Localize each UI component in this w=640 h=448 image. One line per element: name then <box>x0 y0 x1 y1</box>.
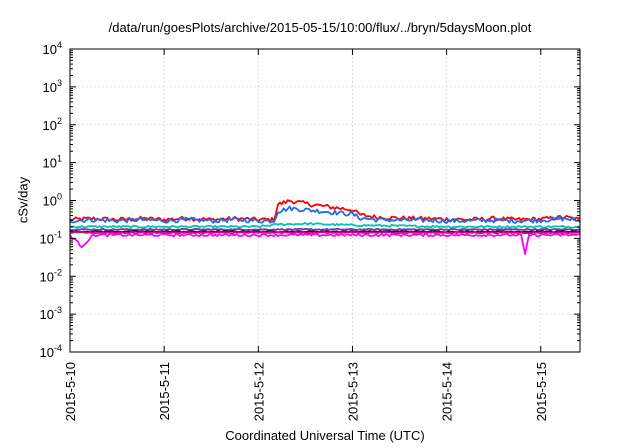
series-layer <box>69 199 581 255</box>
series-line <box>69 221 581 229</box>
series-line <box>69 232 581 255</box>
x-tick-label: 2015-5-10 <box>63 362 78 421</box>
series-line <box>69 227 581 232</box>
x-tick-label: 2015-5-14 <box>440 362 455 421</box>
y-tick-label: 10-1 <box>40 229 62 246</box>
x-tick-labels: 2015-5-10 2015-5-11 2015-5-12 2015-5-13 2015… <box>63 362 549 421</box>
y-tick-base: 10 <box>40 269 54 284</box>
y-tick-label: 101 <box>43 154 62 171</box>
x-tick-label: 2015-5-15 <box>534 362 549 421</box>
y-tick-exponent: 1 <box>57 154 62 164</box>
series-line <box>69 231 581 235</box>
series-line <box>69 205 581 224</box>
y-tick-exponent: 4 <box>57 40 62 50</box>
y-tick-base: 10 <box>43 80 57 95</box>
y-tick-label: 10-2 <box>40 267 62 284</box>
x-tick-label: 2015-5-11 <box>157 362 172 420</box>
y-tick-base: 10 <box>43 118 57 133</box>
y-tick-label: 10-3 <box>40 305 62 322</box>
y-tick-label: 10-4 <box>40 343 62 360</box>
y-tick-exponent: 0 <box>57 192 62 202</box>
y-tick-base: 10 <box>43 194 57 209</box>
y-tick-exponent: 2 <box>57 116 62 126</box>
y-tick-base: 10 <box>40 345 54 360</box>
y-tick-base: 10 <box>43 156 57 171</box>
y-tick-exponent: -2 <box>54 267 62 277</box>
x-tick-label: 2015-5-13 <box>345 362 360 421</box>
x-axis-label: Coordinated Universal Time (UTC) <box>225 428 425 443</box>
y-tick-exponent: -4 <box>54 343 62 353</box>
y-tick-exponent: 3 <box>57 78 62 88</box>
x-tick-label: 2015-5-12 <box>251 362 266 421</box>
grid <box>70 49 580 352</box>
y-tick-exponent: -3 <box>54 305 62 315</box>
chart-title: /data/run/goesPlots/archive/2015-05-15/1… <box>108 20 532 35</box>
y-tick-base: 10 <box>40 231 54 246</box>
y-tick-base: 10 <box>40 307 54 322</box>
y-tick-label: 100 <box>43 192 62 209</box>
y-tick-label: 102 <box>43 116 62 133</box>
y-tick-base: 10 <box>43 42 57 57</box>
y-tick-label: 104 <box>43 40 62 57</box>
y-tick-exponent: -1 <box>54 229 62 239</box>
ticks <box>69 48 580 353</box>
y-tick-label: 103 <box>43 78 62 95</box>
